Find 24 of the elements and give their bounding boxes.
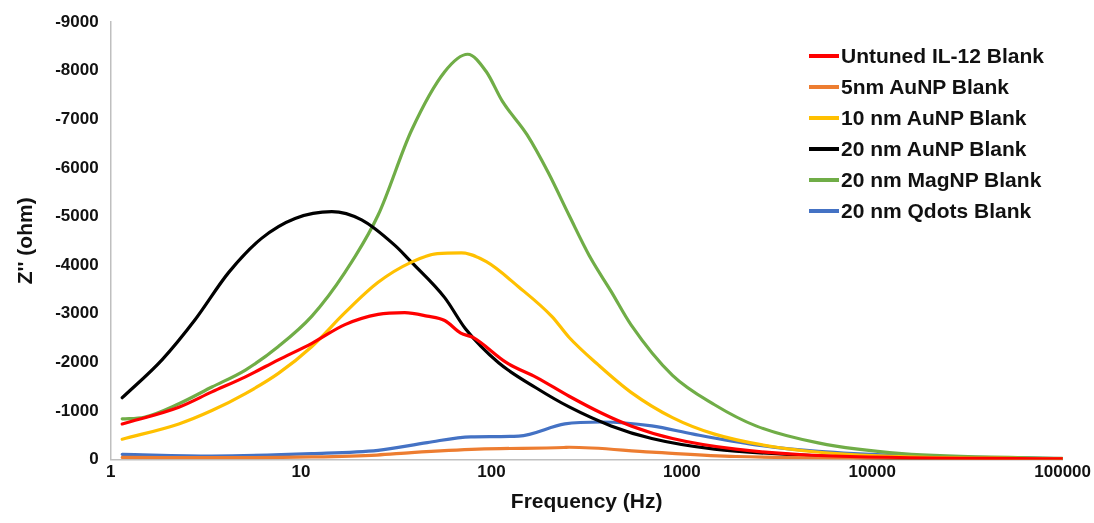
x-axis-title: Frequency (Hz) [510, 489, 663, 513]
y-axis-title: Z'' (ohm) [13, 197, 37, 285]
x-tick-label: 10 [291, 462, 311, 482]
x-tick-label: 100000 [1034, 462, 1091, 482]
legend-label: 20 nm AuNP Blank [840, 136, 1027, 161]
legend-label: 10 nm AuNP Blank [840, 105, 1027, 130]
y-tick-label: -9000 [55, 11, 99, 31]
y-tick-label: -7000 [55, 109, 99, 129]
y-tick-label: -6000 [55, 157, 99, 177]
y-tick-label: -5000 [55, 206, 99, 226]
legend-label: 5nm AuNP Blank [840, 74, 1010, 99]
y-tick-label: -4000 [55, 254, 99, 274]
x-tick-label: 10000 [848, 462, 896, 482]
x-tick-label: 100 [477, 462, 506, 482]
y-tick-label: 0 [89, 449, 99, 469]
legend-label: Untuned IL-12 Blank [840, 43, 1044, 68]
y-tick-label: -2000 [55, 351, 99, 371]
x-tick-label: 1000 [662, 462, 701, 482]
legend-label: 20 nm Qdots Blank [840, 198, 1032, 223]
legend-label: 20 nm MagNP Blank [840, 167, 1042, 192]
y-tick-label: -1000 [55, 400, 99, 420]
x-tick-label: 1 [105, 462, 116, 482]
y-tick-label: -8000 [55, 60, 99, 80]
y-tick-label: -3000 [55, 303, 99, 323]
